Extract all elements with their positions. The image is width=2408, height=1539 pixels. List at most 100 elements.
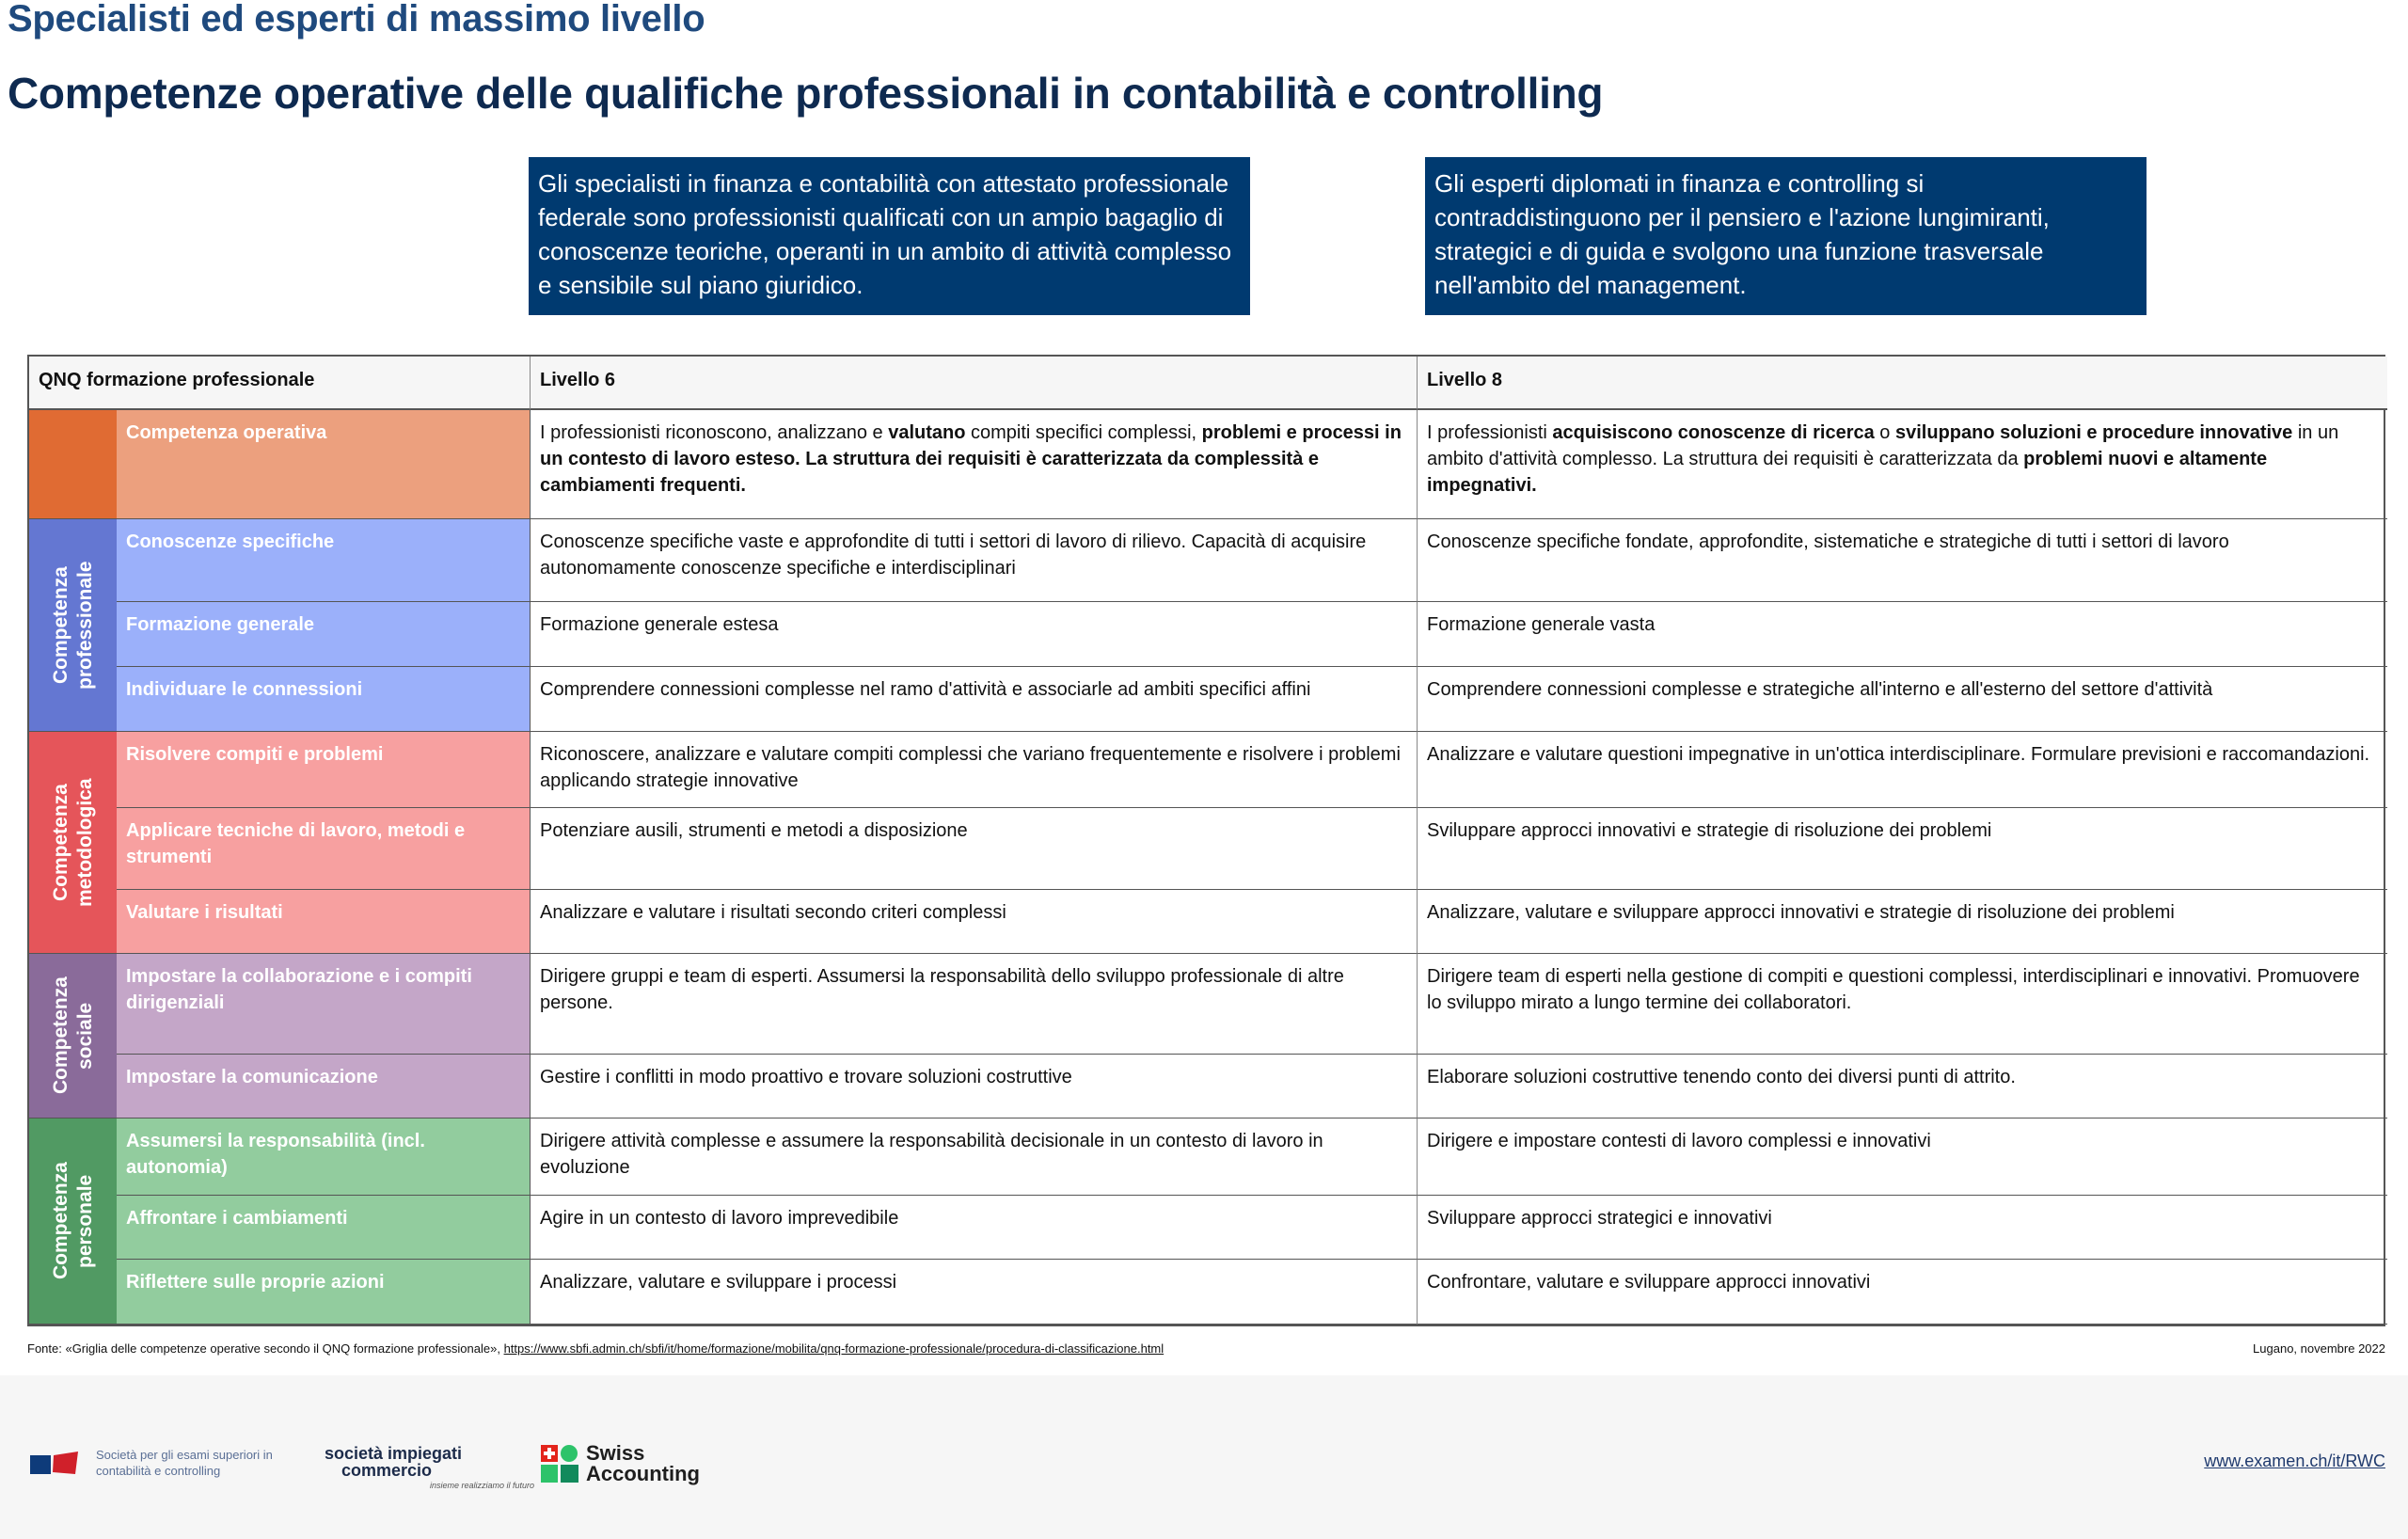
text: Analizzare e valutare i risultati second… — [540, 902, 1006, 923]
group-label-text: Competenza sociale — [49, 976, 96, 1095]
row-label: Competenza operativa — [117, 410, 531, 519]
row-label: Impostare la collaborazione e i compiti … — [117, 954, 531, 1055]
row-label: Assumersi la responsabilità (incl. auton… — [117, 1119, 531, 1196]
logo2-line1: società impiegati — [325, 1444, 463, 1463]
bold-text: problemi e processi in un contesto di la… — [540, 422, 1402, 496]
level8-cell: Comprendere connessioni complesse e stra… — [1418, 667, 2387, 732]
level6-cell: Formazione generale estesa — [531, 602, 1418, 667]
group-label-text: Competenza personale — [49, 1162, 96, 1280]
text: Analizzare, valutare e sviluppare approc… — [1427, 902, 2175, 923]
source-prefix: Fonte: «Griglia delle competenze operati… — [27, 1341, 504, 1356]
intro-box-level8: Gli esperti diplomati in finanza e contr… — [1425, 157, 2147, 315]
text: Sviluppare approcci innovativi e strateg… — [1427, 820, 1992, 841]
level8-cell: Conoscenze specifiche fondate, approfond… — [1418, 519, 2387, 602]
text: Sviluppare approcci strategici e innovat… — [1427, 1208, 1772, 1229]
level6-cell: Analizzare e valutare i risultati second… — [531, 890, 1418, 954]
level6-cell: I professionisti riconoscono, analizzano… — [531, 410, 1418, 519]
level8-cell: Sviluppare approcci innovativi e strateg… — [1418, 808, 2387, 890]
competence-table: QNQ formazione professionale Livello 6 L… — [27, 355, 2387, 1326]
level8-cell: Analizzare e valutare questioni impegnat… — [1418, 732, 2387, 808]
group-label: Competenza metodologica — [29, 732, 117, 954]
level6-cell: Analizzare, valutare e sviluppare i proc… — [531, 1260, 1418, 1325]
header-qnq: QNQ formazione professionale — [29, 357, 531, 410]
level6-cell: Conoscenze specifiche vaste e approfondi… — [531, 519, 1418, 602]
level6-cell: Riconoscere, analizzare e valutare compi… — [531, 732, 1418, 808]
level6-cell: Gestire i conflitti in modo proattivo e … — [531, 1055, 1418, 1119]
bold-text: problemi nuovi e altamente impegnativi. — [1427, 449, 2268, 496]
logo2-line2: commercio — [341, 1461, 433, 1480]
level8-cell: Confrontare, valutare e sviluppare appro… — [1418, 1260, 2387, 1325]
bold-text: sviluppano soluzioni e procedure innovat… — [1895, 422, 2293, 443]
group-label: Competenza sociale — [29, 954, 117, 1119]
text: Gestire i conflitti in modo proattivo e … — [540, 1067, 1072, 1087]
source-note: Fonte: «Griglia delle competenze operati… — [27, 1341, 1164, 1356]
group-label-text: Competenza metodologica — [49, 778, 96, 907]
level6-cell: Agire in un contesto di lavoro imprevedi… — [531, 1196, 1418, 1260]
logo1-text: Società per gli esami superiori in conta… — [96, 1448, 273, 1478]
text: Dirigere attività complesse e assumere l… — [540, 1131, 1323, 1178]
intro-box-level6: Gli specialisti in finanza e contabilità… — [529, 157, 1250, 315]
level8-cell: Dirigere e impostare contesti di lavoro … — [1418, 1119, 2387, 1196]
page-subtitle: Specialisti ed esperti di massimo livell… — [8, 0, 705, 40]
date-label: Lugano, novembre 2022 — [2253, 1341, 2385, 1356]
logo-swiss-accounting: Swiss Accounting — [541, 1443, 700, 1484]
level6-cell: Potenziare ausili, strumenti e metodi a … — [531, 808, 1418, 890]
row-label: Affrontare i cambiamenti — [117, 1196, 531, 1260]
text: Agire in un contesto di lavoro imprevedi… — [540, 1208, 899, 1229]
text: Riconoscere, analizzare e valutare compi… — [540, 744, 1401, 791]
flag-logo-icon — [30, 1452, 78, 1474]
level8-cell: Formazione generale vasta — [1418, 602, 2387, 667]
level6-cell: Comprendere connessioni complesse nel ra… — [531, 667, 1418, 732]
text: Potenziare ausili, strumenti e metodi a … — [540, 820, 968, 841]
row-label: Risolvere compiti e problemi — [117, 732, 531, 808]
text: Conoscenze specifiche vaste e approfondi… — [540, 532, 1367, 579]
group-label — [29, 410, 117, 519]
text: Confrontare, valutare e sviluppare appro… — [1427, 1272, 1871, 1293]
group-label-text: Competenza professionale — [49, 561, 96, 690]
row-label: Formazione generale — [117, 602, 531, 667]
bold-text: valutano — [888, 422, 966, 443]
logo-sic: società impiegati commercio insieme real… — [325, 1444, 534, 1490]
row-label: Valutare i risultati — [117, 890, 531, 954]
text: in un ambito d'attività complesso. La st… — [1427, 422, 2339, 469]
level8-cell: Elaborare soluzioni costruttive tenendo … — [1418, 1055, 2387, 1119]
level8-cell: Dirigere team di esperti nella gestione … — [1418, 954, 2387, 1055]
text: o — [1874, 422, 1895, 443]
website-link[interactable]: www.examen.ch/it/RWC — [2204, 1452, 2385, 1470]
text: I professionisti — [1427, 422, 1553, 443]
level6-cell: Dirigere gruppi e team di esperti. Assum… — [531, 954, 1418, 1055]
level6-cell: Dirigere attività complesse e assumere l… — [531, 1119, 1418, 1196]
text: Comprendere connessioni complesse nel ra… — [540, 679, 1311, 700]
header-level6: Livello 6 — [531, 357, 1418, 410]
text: Comprendere connessioni complesse e stra… — [1427, 679, 2213, 700]
swiss-accounting-icon — [541, 1445, 578, 1483]
group-label: Competenza personale — [29, 1119, 117, 1325]
row-label: Impostare la comunicazione — [117, 1055, 531, 1119]
text: Elaborare soluzioni costruttive tenendo … — [1427, 1067, 2016, 1087]
level8-cell: Sviluppare approcci strategici e innovat… — [1418, 1196, 2387, 1260]
text: Conoscenze specifiche fondate, approfond… — [1427, 532, 2229, 552]
level8-cell: I professionisti acquisiscono conoscenze… — [1418, 410, 2387, 519]
logo-esami-superiori: Società per gli esami superiori in conta… — [30, 1447, 284, 1479]
page-title: Competenze operative delle qualifiche pr… — [8, 69, 1604, 118]
row-label: Conoscenze specifiche — [117, 519, 531, 602]
footer — [0, 1375, 2408, 1539]
group-label: Competenza professionale — [29, 519, 117, 732]
source-link[interactable]: https://www.sbfi.admin.ch/sbfi/it/home/f… — [503, 1341, 1164, 1356]
bold-text: acquisiscono conoscenze di ricerca — [1552, 422, 1875, 443]
text: compiti specifici complessi, — [965, 422, 1202, 443]
row-label: Riflettere sulle proprie azioni — [117, 1260, 531, 1325]
text: I professionisti riconoscono, analizzano… — [540, 422, 889, 443]
text: Formazione generale estesa — [540, 614, 779, 635]
level8-cell: Analizzare, valutare e sviluppare approc… — [1418, 890, 2387, 954]
logo3-line1: Swiss — [586, 1441, 645, 1465]
row-label: Applicare tecniche di lavoro, metodi e s… — [117, 808, 531, 890]
logo3-line2: Accounting — [586, 1462, 700, 1485]
text: Dirigere team di esperti nella gestione … — [1427, 966, 2360, 1013]
header-level8: Livello 8 — [1418, 357, 2387, 410]
text: Dirigere gruppi e team di esperti. Assum… — [540, 966, 1344, 1013]
text: Dirigere e impostare contesti di lavoro … — [1427, 1131, 1931, 1151]
text: Analizzare e valutare questioni impegnat… — [1427, 744, 2370, 765]
text: Formazione generale vasta — [1427, 614, 1656, 635]
logo2-tagline: insieme realizziamo il futuro — [430, 1481, 535, 1490]
